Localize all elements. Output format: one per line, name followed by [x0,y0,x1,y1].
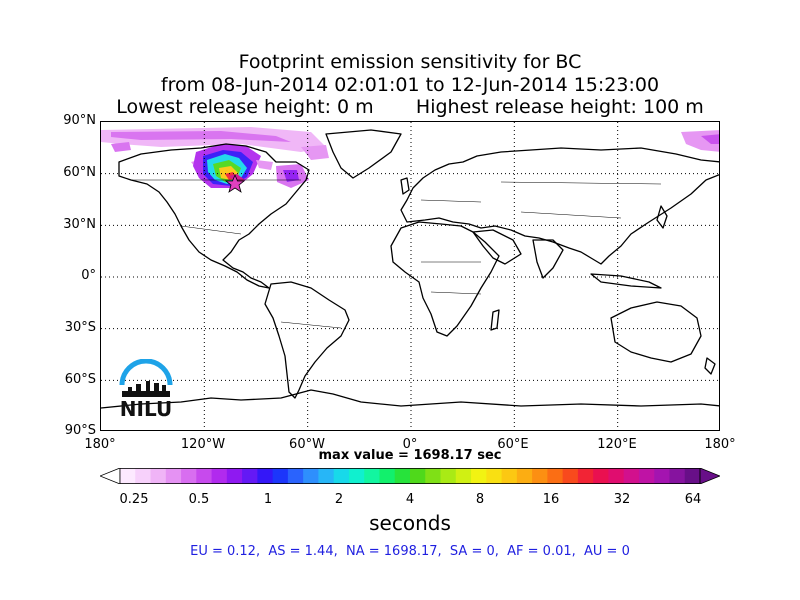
eurasia-outline [400,147,719,265]
colorbar-swatch [471,468,487,484]
colorbar-swatch [242,468,258,484]
colorbar-swatch [272,468,289,484]
colorbar-swatch [623,468,640,484]
colorbar-swatch [562,468,579,484]
japan-outline [656,205,668,229]
lat-label-60n: 60°N [63,165,96,180]
lon-label-120w: 120°W [180,437,226,452]
colorbar-tick-0: 0.25 [119,492,149,507]
map-canvas [101,122,719,430]
colorbar-extend-max [699,467,722,485]
colorbar-swatch [196,468,213,484]
colorbar-swatch [608,468,625,484]
max-value-label: max value = 1698.17 sec [318,448,502,463]
colorbar-tick-8: 64 [684,492,702,507]
colorbar-units-label: seconds [369,511,451,535]
colorbar-swatch [654,468,670,484]
footprint-plume [101,127,719,188]
colorbar-tick-2: 1 [263,492,273,507]
colorbar-tick-5: 8 [475,492,485,507]
lon-label-180e: 180° [704,437,736,452]
colorbar-swatch [135,468,152,484]
nilu-logo: NILU [114,359,178,423]
lat-label-90n: 90°N [63,113,96,128]
colorbar-tick-3: 2 [334,492,344,507]
colorbar-swatch [287,468,304,484]
colorbar-swatch [593,468,609,484]
plot-title: Footprint emission sensitivity for BC [238,51,582,73]
colorbar-swatch [577,468,594,484]
colorbar-swatch [547,468,564,484]
newzealand-outline [704,357,716,375]
colorbar-swatch [455,468,472,484]
colorbar-swatch [211,468,228,484]
colorbar-swatch [120,468,136,484]
release-site-star-icon [224,173,246,193]
colorbar-swatch [410,468,426,484]
lat-label-90s: 90°S [64,423,96,438]
colorbar-swatch [425,468,442,484]
indonesia-outline [590,273,662,289]
lon-label-60e: 60°E [497,437,529,452]
colorbar-swatch [333,468,350,484]
colorbar-swatch [303,468,319,484]
colorbar-swatch [150,468,167,484]
colorbar-frame [119,468,701,484]
coastlines [101,129,719,409]
uk-outline [400,177,410,195]
colorbar-swatch [684,468,701,484]
nilu-logo-text: NILU [119,397,173,421]
colorbar-swatch [165,468,182,484]
arabia-outline [472,229,522,265]
colorbar-swatch [516,468,533,484]
colorbar-tick-7: 32 [613,492,631,507]
lat-label-30n: 30°N [63,217,96,232]
lon-label-120e: 120°E [597,437,637,452]
colorbar-swatch [318,468,335,484]
colorbar-swatch [181,468,197,484]
graticule [101,122,719,430]
lat-label-60s: 60°S [64,372,96,387]
greenland-outline [325,129,402,179]
india-outline [532,239,564,279]
africa-outline [390,221,500,337]
country-borders [131,179,662,329]
colorbar-swatch [486,468,503,484]
australia-outline [610,301,702,363]
colorbar-swatch [669,468,686,484]
north-america-outline [118,143,310,289]
lon-label-60w: 60°W [289,437,325,452]
lat-label-0: 0° [81,268,96,283]
colorbar [98,467,722,485]
colorbar-swatch [257,468,274,484]
lon-label-180w: 180° [84,437,116,452]
colorbar-swatch [226,468,243,484]
world-map: NILU [100,121,720,431]
colorbar-swatch [501,468,518,484]
plot-subtitle-heights: Lowest release height: 0 m Highest relea… [116,96,704,118]
colorbar-tick-6: 16 [542,492,560,507]
colorbar-canvas [98,467,722,485]
colorbar-swatch [348,468,365,484]
colorbar-swatch [440,468,457,484]
antarctica-outline [101,389,719,409]
colorbar-swatch [532,468,548,484]
lat-label-30s: 30°S [64,320,96,335]
region-totals: EU = 0.12, AS = 1.44, NA = 1698.17, SA =… [190,544,630,559]
madagascar-outline [490,309,500,331]
colorbar-extend-min [98,467,121,485]
colorbar-swatch [379,468,396,484]
colorbar-swatch [364,468,380,484]
colorbar-swatch [394,468,411,484]
lon-label-0: 0° [402,437,418,452]
plot-subtitle-period: from 08-Jun-2014 02:01:01 to 12-Jun-2014… [160,74,660,96]
colorbar-swatch [638,468,655,484]
south-america-outline [264,281,350,399]
colorbar-tick-4: 4 [405,492,415,507]
colorbar-tick-1: 0.5 [188,492,210,507]
